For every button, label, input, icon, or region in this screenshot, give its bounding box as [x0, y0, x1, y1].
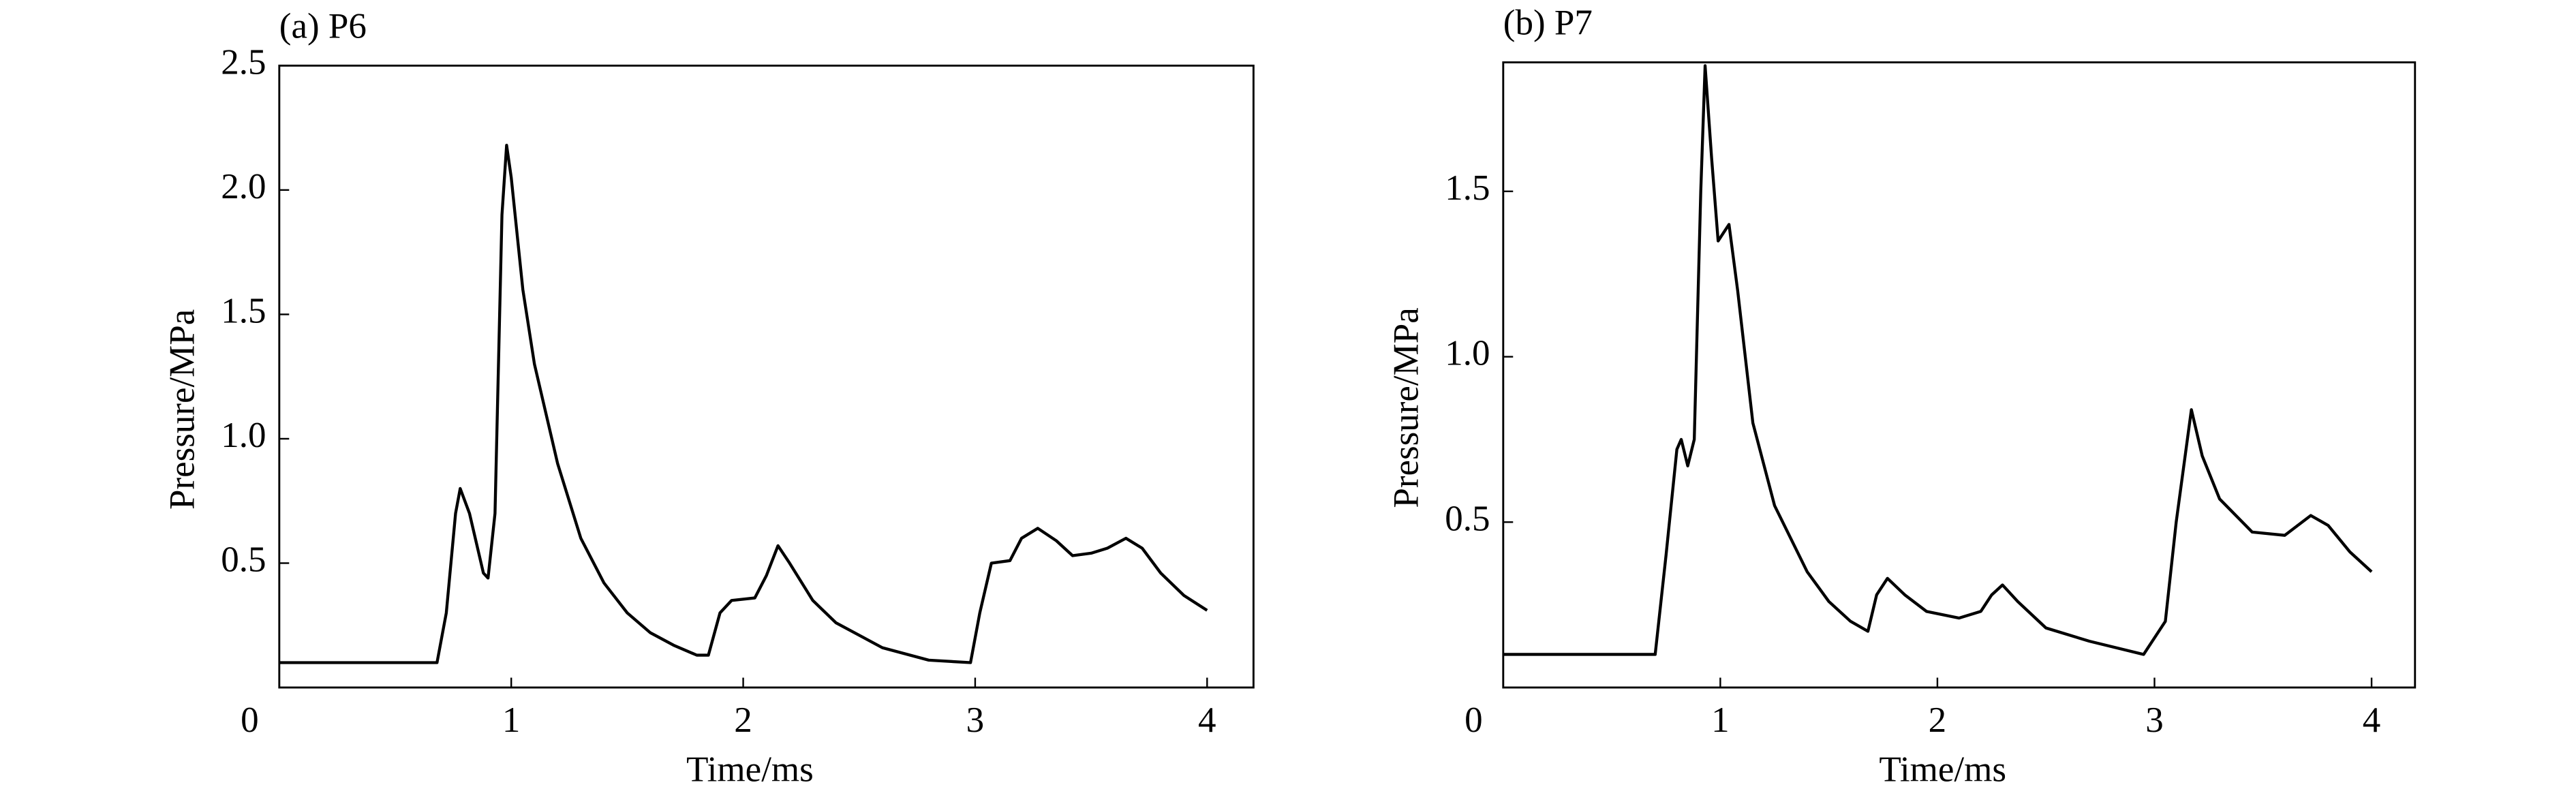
data-line: [279, 143, 1208, 664]
y-axis-label: Pressure/MPa: [163, 309, 202, 510]
y-tick-label: 0.5: [221, 540, 266, 580]
y-tick-label: 1.5: [1445, 168, 1490, 208]
y-tick-label: 1.0: [221, 416, 266, 455]
x-axis-label: Time/ms: [1879, 749, 2006, 789]
data-line: [1503, 64, 2373, 656]
chart-title: (b) P7: [1503, 3, 1593, 43]
x-tick-label: 4: [2363, 700, 2381, 740]
y-tick-label: 2.5: [221, 43, 266, 82]
x-axis-label: Time/ms: [686, 749, 814, 789]
x-tick-label: 2: [1929, 700, 1947, 740]
y-tick-label: 0.5: [1445, 499, 1490, 538]
y-tick-label: 2.0: [221, 167, 266, 206]
x-tick-label: 0: [1465, 700, 1483, 740]
x-tick-label: 1: [1711, 700, 1730, 740]
x-tick-label: 2: [734, 700, 752, 740]
y-tick-label: 1.0: [1445, 334, 1490, 373]
y-axis-label: Pressure/MPa: [1387, 307, 1426, 508]
chart-title: (a) P6: [279, 7, 367, 46]
x-tick-label: 1: [502, 700, 521, 740]
y-tick-label: 1.5: [221, 292, 266, 331]
x-tick-label: 4: [1198, 700, 1216, 740]
plot-frame: [1502, 61, 2417, 689]
plot-frame: [278, 64, 1255, 689]
x-tick-label: 3: [966, 700, 985, 740]
x-tick-label: 0: [241, 700, 259, 740]
x-tick-label: 3: [2145, 700, 2164, 740]
